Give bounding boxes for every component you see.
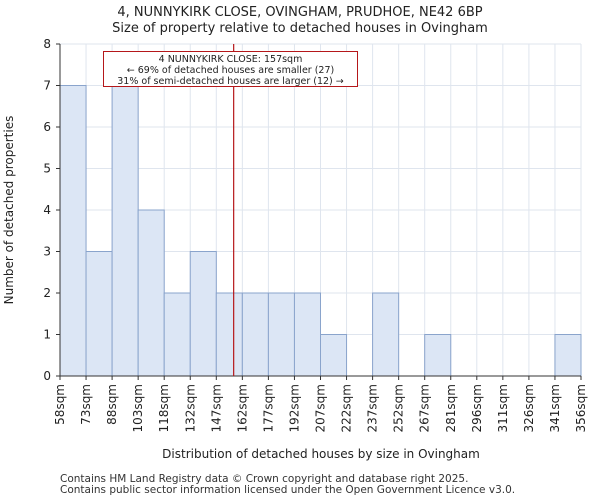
x-tick-label: 207sqm [314,384,328,432]
x-tick-label: 103sqm [131,384,145,432]
bars [59,85,582,377]
axes: 0 1 2 3 4 5 6 7 8 58sqm 73sqm 88sqm 103sqm 118sqm 132s… [43,37,588,432]
chart-title: 4, NUNNYKIRK CLOSE, OVINGHAM, PRUDHOE, N… [117,5,483,20]
y-tick-label: 0 [43,369,51,383]
x-tick-label: 281sqm [444,384,458,432]
y-tick-label: 3 [43,245,51,259]
x-tick-label: 356sqm [574,384,588,432]
x-tick-label: 132sqm [183,384,197,432]
x-tick-label: 192sqm [287,384,301,432]
y-tick-label: 1 [43,328,51,342]
bar [85,251,113,377]
y-tick-label: 5 [43,162,51,176]
footnote-2: Contains public sector information licen… [60,484,516,496]
bar [267,292,295,377]
x-tick-label: 118sqm [157,384,171,432]
x-tick-label: 58sqm [53,384,67,425]
footnote-1: Contains HM Land Registry data © Crown c… [60,473,469,485]
bar [424,334,452,377]
x-tick-label: 252sqm [392,384,406,432]
y-tick-label: 4 [43,203,51,217]
bar [241,292,269,377]
x-axis-label: Distribution of detached houses by size … [162,447,480,461]
x-tick-label: 177sqm [261,384,275,432]
y-tick-label: 6 [43,120,51,134]
x-tick-label: 267sqm [418,384,432,432]
y-axis-label: Number of detached properties [2,116,16,305]
bar [293,292,322,377]
bar [320,334,348,377]
y-tick-label: 2 [43,286,51,300]
bar [554,334,582,377]
x-tick-label: 162sqm [235,384,249,432]
x-tick-label: 147sqm [209,384,223,432]
bar [372,292,400,377]
x-tick-label: 73sqm [79,384,93,425]
annotation-line-1: 4 NUNNYKIRK CLOSE: 157sqm [158,54,303,65]
y-tick-label: 7 [43,79,51,93]
x-tick-label: 311sqm [496,384,510,432]
bar [189,251,217,377]
annotation-line-3: 31% of semi-detached houses are larger (… [117,76,344,87]
bar [111,85,139,377]
x-tick-label: 341sqm [548,384,562,432]
annotation-box: 4 NUNNYKIRK CLOSE: 157sqm ← 69% of detac… [103,51,358,87]
bar [215,292,243,377]
x-tick-label: 222sqm [340,384,354,432]
bar [137,209,165,377]
x-tick-label: 88sqm [105,384,119,425]
chart-subtitle: Size of property relative to detached ho… [112,21,488,36]
bar [163,292,191,377]
bar [59,85,87,377]
y-tick-label: 8 [43,37,51,51]
x-tick-label: 237sqm [366,384,380,432]
annotation-line-2: ← 69% of detached houses are smaller (27… [126,65,335,76]
x-tick-label: 326sqm [522,384,536,432]
x-tick-label: 296sqm [470,384,484,432]
